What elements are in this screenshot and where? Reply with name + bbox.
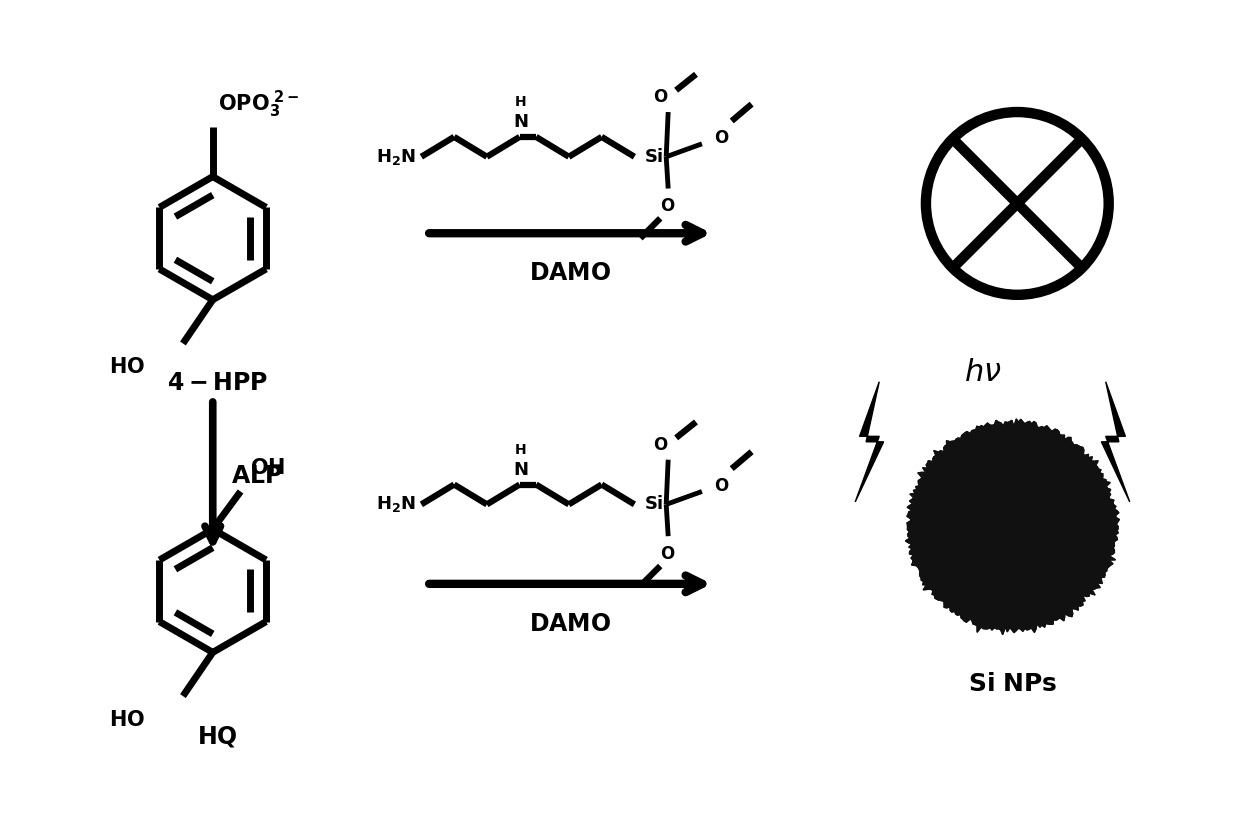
Text: $\mathbf{O}$: $\mathbf{O}$ bbox=[652, 437, 668, 454]
Text: $\mathbf{H}$: $\mathbf{H}$ bbox=[515, 442, 527, 457]
Text: $\mathbf{Si}$: $\mathbf{Si}$ bbox=[645, 148, 663, 165]
Text: $\mathbf{H_2N}$: $\mathbf{H_2N}$ bbox=[377, 146, 417, 167]
Text: $\mathbf{ALP}$: $\mathbf{ALP}$ bbox=[231, 464, 283, 488]
Text: $h\nu$: $h\nu$ bbox=[963, 356, 1002, 388]
Text: $\mathbf{DAMO}$: $\mathbf{DAMO}$ bbox=[529, 612, 611, 636]
Text: $\mathbf{Si\ NPs}$: $\mathbf{Si\ NPs}$ bbox=[967, 672, 1058, 696]
Text: $\mathbf{4-HPP}$: $\mathbf{4-HPP}$ bbox=[167, 371, 268, 395]
Polygon shape bbox=[1101, 382, 1130, 502]
Text: $\mathbf{DAMO}$: $\mathbf{DAMO}$ bbox=[529, 261, 611, 285]
Text: $\mathbf{H}$: $\mathbf{H}$ bbox=[515, 95, 527, 109]
Text: $\mathbf{HO}$: $\mathbf{HO}$ bbox=[109, 710, 145, 730]
Text: $\mathbf{O}$: $\mathbf{O}$ bbox=[714, 131, 729, 147]
Text: $\mathbf{OH}$: $\mathbf{OH}$ bbox=[250, 457, 285, 477]
Text: $\mathbf{O}$: $\mathbf{O}$ bbox=[714, 478, 729, 495]
Text: $\mathbf{Si}$: $\mathbf{Si}$ bbox=[645, 495, 663, 514]
Text: $\mathbf{H_2N}$: $\mathbf{H_2N}$ bbox=[377, 495, 417, 514]
Text: $\mathbf{O}$: $\mathbf{O}$ bbox=[661, 198, 676, 216]
Polygon shape bbox=[905, 419, 1120, 634]
Polygon shape bbox=[856, 382, 884, 502]
Text: $\mathbf{OPO_3^{\ 2-}}$: $\mathbf{OPO_3^{\ 2-}}$ bbox=[218, 88, 299, 120]
Text: $\mathbf{O}$: $\mathbf{O}$ bbox=[661, 546, 676, 563]
Text: $\mathbf{N}$: $\mathbf{N}$ bbox=[513, 113, 528, 131]
Text: $\mathbf{O}$: $\mathbf{O}$ bbox=[652, 89, 668, 106]
Text: $\mathbf{N}$: $\mathbf{N}$ bbox=[513, 461, 528, 479]
Text: $\mathbf{HO}$: $\mathbf{HO}$ bbox=[109, 357, 145, 377]
Text: $\mathbf{HQ}$: $\mathbf{HQ}$ bbox=[197, 724, 238, 749]
